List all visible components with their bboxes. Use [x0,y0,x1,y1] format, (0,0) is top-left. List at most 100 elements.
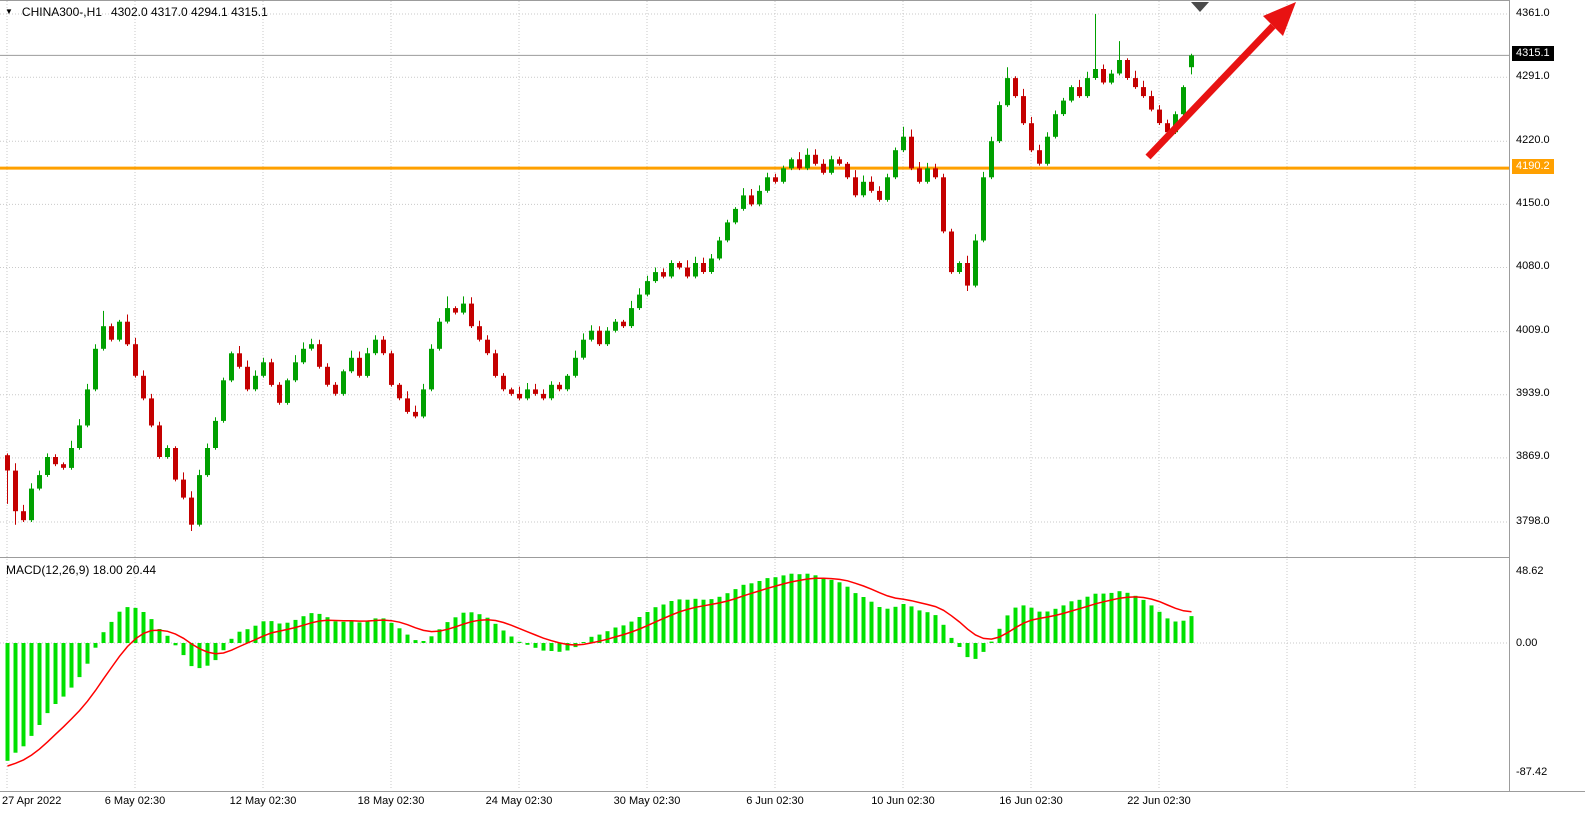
candle-bear[interactable] [405,398,410,412]
macd-bar[interactable] [845,586,850,643]
macd-bar[interactable] [277,623,282,644]
macd-bar[interactable] [981,643,986,652]
macd-bar[interactable] [357,622,362,643]
candle-bull[interactable] [957,263,962,272]
candle-bear[interactable] [869,181,874,191]
candle-bull[interactable] [645,281,650,295]
macd-bar[interactable] [85,643,90,664]
macd-bar[interactable] [333,621,338,643]
macd-bar[interactable] [21,643,26,747]
candle-bull[interactable] [637,294,642,309]
macd-bar[interactable] [749,583,754,643]
macd-bar[interactable] [285,622,290,643]
candle-bear[interactable] [189,497,194,525]
macd-bar[interactable] [533,643,538,648]
macd-bar[interactable] [765,578,770,643]
candle-bear[interactable] [541,393,546,399]
candle-bear[interactable] [509,389,514,394]
candles[interactable] [5,14,1194,531]
macd-bar[interactable] [205,643,210,666]
candle-bear[interactable] [21,511,26,521]
macd-bar[interactable] [925,612,930,643]
macd-bar[interactable] [5,643,10,761]
macd-bar[interactable] [453,617,458,643]
macd-bar[interactable] [45,643,50,714]
macd-bar[interactable] [509,636,514,644]
macd-bar[interactable] [405,634,410,643]
candle-bull[interactable] [293,362,298,381]
candle-bear[interactable] [1149,96,1154,110]
candle-bear[interactable] [1037,150,1042,164]
macd-bar[interactable] [941,624,946,643]
macd-bar[interactable] [1125,592,1130,643]
candle-bear[interactable] [61,464,66,468]
candle-bear[interactable] [157,425,162,457]
macd-bar[interactable] [269,621,274,643]
candle-bear[interactable] [277,384,282,403]
candle-bull[interactable] [437,321,442,349]
macd-bar[interactable] [181,643,186,656]
macd-bar[interactable] [389,622,394,643]
candle-bear[interactable] [533,389,538,394]
candle-bull[interactable] [581,339,586,358]
candle-bear[interactable] [1133,78,1138,88]
candle-bear[interactable] [469,303,474,327]
candle-bear[interactable] [1101,69,1106,83]
macd-bar[interactable] [517,641,522,643]
candle-bull[interactable] [309,344,314,349]
macd-bar[interactable] [341,621,346,643]
candle-bear[interactable] [237,353,242,367]
macd-bar[interactable] [125,607,130,643]
macd-bar[interactable] [949,637,954,643]
candle-bull[interactable] [69,448,74,468]
macd-histogram[interactable] [5,573,1194,761]
candle-bull[interactable] [605,330,610,345]
candle-bear[interactable] [269,362,274,385]
macd-bar[interactable] [413,640,418,643]
candle-bull[interactable] [613,321,618,331]
macd-bar[interactable] [117,611,122,643]
macd-bar[interactable] [549,643,554,651]
candle-bull[interactable] [461,303,466,313]
candle-bull[interactable] [989,141,994,178]
candle-bear[interactable] [125,321,130,345]
macd-bar[interactable] [365,621,370,643]
candle-bear[interactable] [1029,123,1034,151]
macd-bar[interactable] [893,606,898,643]
candle-bull[interactable] [253,375,258,390]
candle-bull[interactable] [981,177,986,241]
orange-line-price-tag[interactable]: 4190.2 [1512,159,1554,175]
candle-bull[interactable] [693,263,698,277]
macd-bar[interactable] [869,601,874,643]
macd-bar[interactable] [1141,599,1146,643]
candle-bull[interactable] [301,348,306,363]
macd-bar[interactable] [133,607,138,643]
macd-bar[interactable] [53,643,58,704]
macd-bar[interactable] [717,596,722,643]
candle-bull[interactable] [733,208,738,223]
candle-bear[interactable] [909,136,914,169]
macd-bar[interactable] [853,593,858,643]
candle-bear[interactable] [1013,78,1018,97]
candle-bear[interactable] [965,263,970,286]
macd-bar[interactable] [253,625,258,643]
candle-bear[interactable] [53,457,58,465]
macd-bar[interactable] [661,604,666,644]
candle-bear[interactable] [245,366,250,390]
candle-bear[interactable] [109,326,114,340]
macd-bar[interactable] [677,599,682,643]
candle-bear[interactable] [413,411,418,417]
candle-bull[interactable] [365,353,370,376]
macd-bar[interactable] [165,635,170,643]
candle-bull[interactable] [1053,114,1058,137]
candle-bull[interactable] [997,105,1002,142]
macd-bar[interactable] [597,634,602,643]
macd-bar[interactable] [701,599,706,643]
candle-bear[interactable] [933,168,938,178]
candlestick-chart[interactable] [0,1,1509,557]
time-axis[interactable]: 27 Apr 2022 6 May 02:30 12 May 02:30 18 May… [0,793,1509,817]
candle-bear[interactable] [557,384,562,390]
candle-bear[interactable] [333,384,338,394]
candle-bear[interactable] [381,339,386,354]
macd-bar[interactable] [373,618,378,643]
